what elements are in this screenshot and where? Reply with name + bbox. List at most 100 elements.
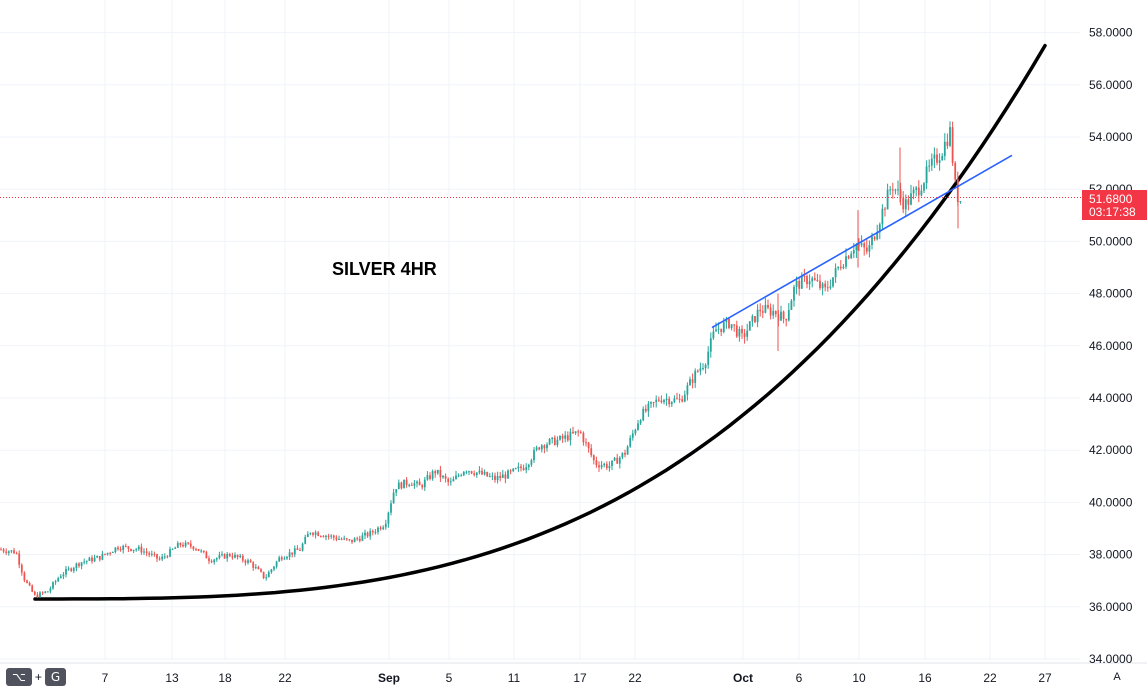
candle <box>345 537 348 541</box>
candle <box>429 472 431 481</box>
candle <box>130 548 132 552</box>
candle-body <box>132 549 135 551</box>
candle <box>462 471 465 477</box>
candle-body <box>78 563 80 566</box>
candle <box>839 260 842 271</box>
candle-body <box>626 446 629 455</box>
price-axis[interactable]: 58.000056.000054.000052.000050.000048.00… <box>1089 26 1133 666</box>
trendline-layer <box>711 154 1013 329</box>
candle <box>15 551 18 555</box>
candle-body <box>0 549 2 551</box>
candle <box>434 469 437 478</box>
candle-body <box>213 559 216 563</box>
candle-body <box>356 538 359 540</box>
candle-body <box>501 474 504 478</box>
auto-scale-button[interactable]: A <box>1113 671 1121 683</box>
candle <box>70 567 73 573</box>
candle <box>275 560 278 569</box>
candle <box>421 483 424 490</box>
x-tick-label: 13 <box>165 671 179 685</box>
candle <box>540 443 543 453</box>
candle-body <box>234 554 236 558</box>
candle <box>351 539 353 544</box>
candle-body <box>650 402 652 404</box>
candle <box>613 456 616 462</box>
candle <box>951 121 954 166</box>
candle-body <box>143 551 145 553</box>
candle-body <box>746 330 749 337</box>
candle <box>910 185 912 206</box>
candle-body <box>587 442 590 449</box>
shortcut-hint[interactable]: ⌥ + G <box>6 667 67 687</box>
candle-body <box>499 475 502 478</box>
candle <box>517 462 520 473</box>
candle <box>486 471 489 477</box>
candle <box>249 558 252 563</box>
candle <box>785 318 788 327</box>
candle-body <box>330 535 333 537</box>
candle-body <box>592 455 595 461</box>
candle-body <box>561 435 564 439</box>
y-tick-label: 44.0000 <box>1089 391 1133 405</box>
time-axis[interactable]: 7 13 18 22 Sep 5 11 17 22 Oct 6 10 16 22 27 <box>102 671 1052 685</box>
candle-body <box>486 471 489 477</box>
candle <box>787 303 790 322</box>
candle <box>735 320 738 339</box>
candle <box>431 469 434 481</box>
candle <box>670 401 673 407</box>
candle <box>408 483 411 488</box>
candle-body <box>897 189 899 191</box>
candle <box>96 555 99 558</box>
candle-body <box>522 468 525 470</box>
candle <box>897 180 899 196</box>
candle <box>652 401 655 408</box>
candle-body <box>491 475 494 477</box>
candle <box>660 395 663 404</box>
candle-body <box>403 479 405 489</box>
candle <box>600 461 603 470</box>
candle <box>709 332 712 358</box>
candle <box>379 525 382 531</box>
candle-body <box>891 189 894 191</box>
x-tick-label: 16 <box>918 671 932 685</box>
candle <box>650 401 652 408</box>
candle-body <box>392 492 395 504</box>
candle-body <box>902 198 905 210</box>
candle-body <box>408 484 411 486</box>
candle-body <box>613 457 616 461</box>
candle <box>221 551 223 557</box>
candle-body <box>309 532 312 534</box>
candle <box>608 461 611 472</box>
candle <box>174 546 177 549</box>
grid-lines <box>0 0 1147 664</box>
candle <box>273 565 275 572</box>
candle-body <box>842 266 845 269</box>
candle-body <box>444 475 447 479</box>
candle-body <box>153 553 156 555</box>
candle-body <box>743 333 746 337</box>
candle <box>496 471 499 484</box>
candle-body <box>756 309 759 323</box>
y-tick-label: 36.0000 <box>1089 600 1133 614</box>
candle-body <box>382 527 385 530</box>
candle <box>689 376 691 386</box>
candle <box>930 153 933 172</box>
candle <box>733 324 736 332</box>
candle-body <box>148 553 151 555</box>
candle-body <box>387 512 390 524</box>
candle-body <box>70 568 73 571</box>
candle <box>358 535 361 543</box>
candle <box>915 185 918 197</box>
candle-body <box>124 545 127 547</box>
candle-body <box>504 474 507 479</box>
candle <box>520 463 522 472</box>
candle <box>210 559 213 564</box>
candle-body <box>951 127 954 163</box>
candle-body <box>665 398 668 401</box>
candle <box>559 435 561 441</box>
candle <box>949 121 951 148</box>
candle <box>899 182 902 206</box>
candle <box>642 406 645 422</box>
candle-body <box>96 555 99 558</box>
